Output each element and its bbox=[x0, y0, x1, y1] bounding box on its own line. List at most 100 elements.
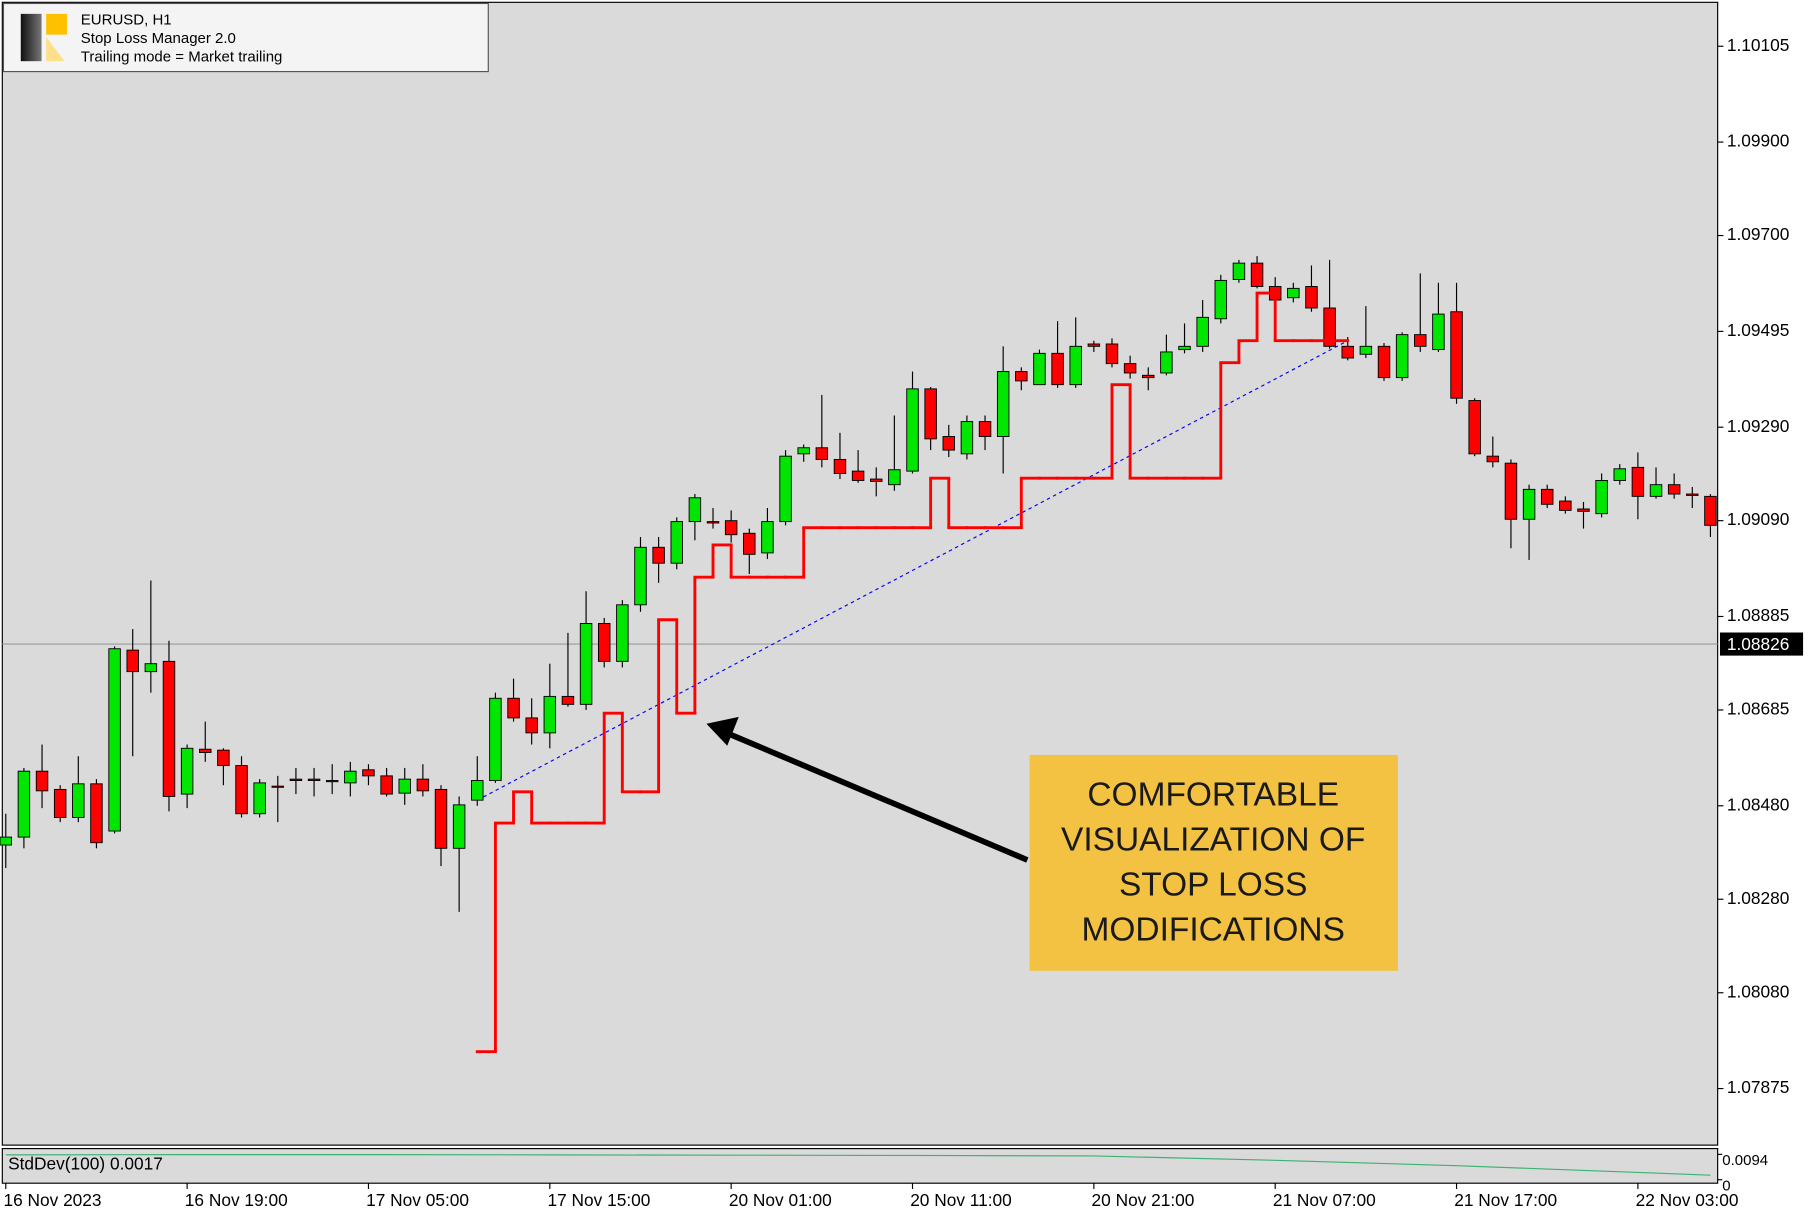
candle-body bbox=[1432, 313, 1445, 351]
plot-area bbox=[1, 1, 1719, 1146]
x-tick-label: 16 Nov 19:00 bbox=[185, 1190, 288, 1210]
y-tick-label: 1.09900 bbox=[1727, 131, 1790, 151]
current-price-box bbox=[1719, 632, 1804, 656]
candle-body bbox=[924, 388, 937, 440]
y-tick-label: 1.08685 bbox=[1727, 699, 1790, 719]
candle-body bbox=[761, 521, 774, 554]
candle-body bbox=[471, 780, 484, 801]
annotation-line: COMFORTABLE bbox=[1087, 776, 1339, 813]
candle-body bbox=[1377, 345, 1391, 379]
candle-body bbox=[525, 717, 538, 734]
annotation: COMFORTABLE VISUALIZATION OF STOP LOSS M… bbox=[706, 716, 1398, 971]
candle-body bbox=[1341, 345, 1354, 359]
x-tick-label: 21 Nov 17:00 bbox=[1454, 1190, 1557, 1210]
candle-body bbox=[1196, 316, 1209, 347]
candle-body bbox=[1214, 279, 1228, 320]
indicator-line bbox=[5, 1154, 1711, 1176]
candle-body bbox=[271, 785, 285, 788]
indicator-tick-label: 0 bbox=[1722, 1178, 1730, 1195]
candle-body bbox=[35, 770, 49, 792]
x-tick-label: 22 Nov 03:00 bbox=[1636, 1190, 1739, 1210]
arrow-head bbox=[706, 716, 739, 746]
candle-body bbox=[996, 371, 1010, 437]
candle-body bbox=[797, 447, 810, 455]
candle-body bbox=[597, 623, 611, 662]
candle-body bbox=[1649, 484, 1663, 497]
current-price-label: 1.08826 bbox=[1727, 634, 1790, 654]
candle-body bbox=[1359, 345, 1373, 355]
candle-body bbox=[72, 783, 85, 818]
candle-body bbox=[380, 775, 393, 795]
candle-body bbox=[960, 421, 974, 455]
candle-body bbox=[1631, 466, 1645, 497]
candle-body bbox=[1540, 488, 1554, 505]
candle-body bbox=[1704, 495, 1717, 526]
y-tick-label: 1.08280 bbox=[1727, 888, 1790, 908]
candle-body bbox=[779, 455, 792, 523]
x-tick-label: 20 Nov 11:00 bbox=[910, 1190, 1012, 1210]
info-box-frame bbox=[2, 2, 489, 73]
candle-body bbox=[743, 532, 756, 555]
candle-body bbox=[452, 804, 466, 849]
candle-body bbox=[1305, 286, 1318, 309]
candle-body bbox=[144, 663, 158, 673]
candle-body bbox=[108, 648, 121, 832]
y-tick-label: 1.08885 bbox=[1727, 605, 1790, 625]
trend-line bbox=[477, 340, 1349, 801]
y-tick-label: 1.09290 bbox=[1727, 416, 1790, 436]
candle-body bbox=[489, 697, 502, 782]
candle-body bbox=[1178, 345, 1191, 351]
x-tick-label: 20 Nov 21:00 bbox=[1092, 1190, 1195, 1210]
candle-body bbox=[1051, 352, 1064, 386]
candle-body bbox=[1686, 493, 1699, 496]
candle-body bbox=[1015, 371, 1028, 382]
candle-body bbox=[307, 778, 321, 782]
candle-body bbox=[217, 749, 230, 767]
candle-body bbox=[434, 788, 448, 849]
candle-body bbox=[362, 769, 375, 777]
x-tick-label: 20 Nov 01:00 bbox=[729, 1190, 832, 1210]
candle-body bbox=[0, 836, 13, 846]
candle-body bbox=[1069, 345, 1082, 386]
candle-body bbox=[851, 470, 865, 481]
candle-body bbox=[1504, 462, 1518, 520]
candle-body bbox=[978, 421, 992, 437]
annotation-line: VISUALIZATION OF bbox=[1061, 821, 1365, 858]
logo-triangle bbox=[46, 36, 65, 62]
y-tick-label: 1.08080 bbox=[1727, 981, 1790, 1001]
candle-body bbox=[1250, 262, 1264, 287]
candle-body bbox=[815, 447, 829, 460]
indicator-tick-label: 0.0094 bbox=[1722, 1152, 1768, 1169]
candle-body bbox=[17, 770, 31, 838]
annotation-arrow bbox=[728, 731, 1029, 863]
candle-body bbox=[652, 546, 665, 564]
candle-body bbox=[1395, 334, 1409, 379]
candle-body bbox=[870, 478, 883, 482]
candle-body bbox=[162, 660, 176, 797]
candle-body bbox=[344, 770, 357, 784]
y-tick-label: 1.09495 bbox=[1727, 320, 1790, 340]
info-line: Stop Loss Manager 2.0 bbox=[81, 30, 236, 47]
candle-body bbox=[1232, 262, 1246, 280]
candle-body bbox=[706, 521, 720, 524]
candle-body bbox=[325, 780, 339, 783]
candle-body bbox=[724, 520, 738, 536]
logo-square bbox=[46, 13, 67, 35]
x-tick-label: 21 Nov 07:00 bbox=[1273, 1190, 1376, 1210]
candle-body bbox=[90, 783, 103, 844]
candle-body bbox=[1577, 508, 1590, 512]
annotation-line: STOP LOSS bbox=[1119, 866, 1308, 903]
candle-body bbox=[1160, 351, 1173, 374]
y-tick-label: 1.08480 bbox=[1727, 794, 1790, 814]
candle-body bbox=[1123, 363, 1137, 374]
candle-body bbox=[1522, 488, 1536, 520]
candle-body bbox=[634, 546, 647, 606]
y-tick-label: 1.09090 bbox=[1727, 509, 1790, 529]
candle-body bbox=[942, 436, 956, 451]
candle-body bbox=[1287, 287, 1300, 299]
candle-body bbox=[543, 695, 557, 734]
logo-bar bbox=[20, 13, 42, 62]
candle-body bbox=[670, 521, 683, 564]
